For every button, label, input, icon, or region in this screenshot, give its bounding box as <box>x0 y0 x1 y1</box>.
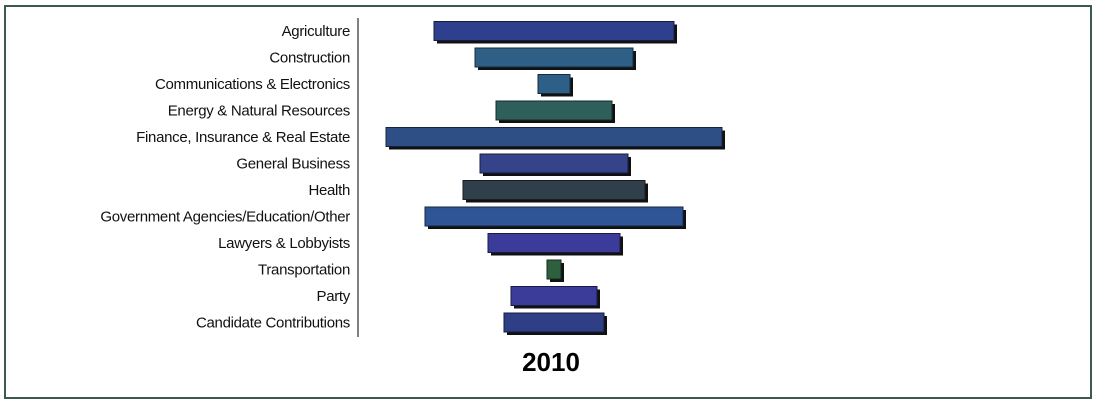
category-label-7: Government Agencies/Education/Other <box>100 209 350 226</box>
category-label-5: General Business <box>236 156 350 173</box>
bar-5 <box>479 153 631 176</box>
bar-face <box>503 312 605 333</box>
bar-highlight <box>539 75 569 79</box>
bar-highlight <box>489 234 619 238</box>
bar-3 <box>495 100 615 123</box>
bar-9 <box>546 259 564 282</box>
category-label-3: Energy & Natural Resources <box>168 103 350 120</box>
bar-highlight <box>505 314 603 317</box>
category-label-1: Construction <box>269 50 350 67</box>
category-labels-group: Agriculture Construction Communications & … <box>100 23 351 332</box>
funnel-bar-chart: Agriculture Construction Communications & … <box>100 18 725 377</box>
bar-2 <box>537 74 573 97</box>
bar-face <box>479 153 629 174</box>
chart-frame: Agriculture Construction Communications & … <box>4 5 1092 399</box>
bar-highlight <box>548 261 560 264</box>
bar-face <box>546 259 562 280</box>
category-label-8: Lawyers & Lobbyists <box>218 235 350 252</box>
bar-highlight <box>464 181 644 185</box>
category-label-0: Agriculture <box>282 23 350 40</box>
category-label-9: Transportation <box>258 262 350 279</box>
bars-group <box>385 21 725 335</box>
bar-1 <box>474 47 636 70</box>
bar-face <box>424 206 684 227</box>
bar-face <box>495 100 613 121</box>
bar-face <box>433 21 675 41</box>
chart-title-year: 2010 <box>522 347 580 377</box>
bar-highlight <box>476 49 632 52</box>
bar-7 <box>424 206 686 229</box>
category-label-10: Party <box>316 288 350 305</box>
bar-4 <box>385 127 725 150</box>
bar-highlight <box>435 22 673 26</box>
bar-face <box>474 47 634 68</box>
bar-highlight <box>497 102 611 105</box>
bar-face <box>510 286 598 306</box>
bar-11 <box>503 312 607 335</box>
category-label-6: Health <box>308 182 350 199</box>
bar-8 <box>487 233 623 256</box>
bar-face <box>487 233 621 253</box>
bar-6 <box>462 180 648 203</box>
bar-highlight <box>481 155 627 158</box>
bar-face <box>462 180 646 200</box>
bar-face <box>385 127 723 147</box>
category-label-2: Communications & Electronics <box>155 76 350 93</box>
bar-highlight <box>512 287 596 291</box>
bar-0 <box>433 21 677 44</box>
bar-highlight <box>426 208 682 211</box>
bar-10 <box>510 286 600 309</box>
bar-face <box>537 74 571 94</box>
category-label-11: Candidate Contributions <box>196 315 350 332</box>
bar-highlight <box>387 128 721 132</box>
category-label-4: Finance, Insurance & Real Estate <box>136 129 350 146</box>
